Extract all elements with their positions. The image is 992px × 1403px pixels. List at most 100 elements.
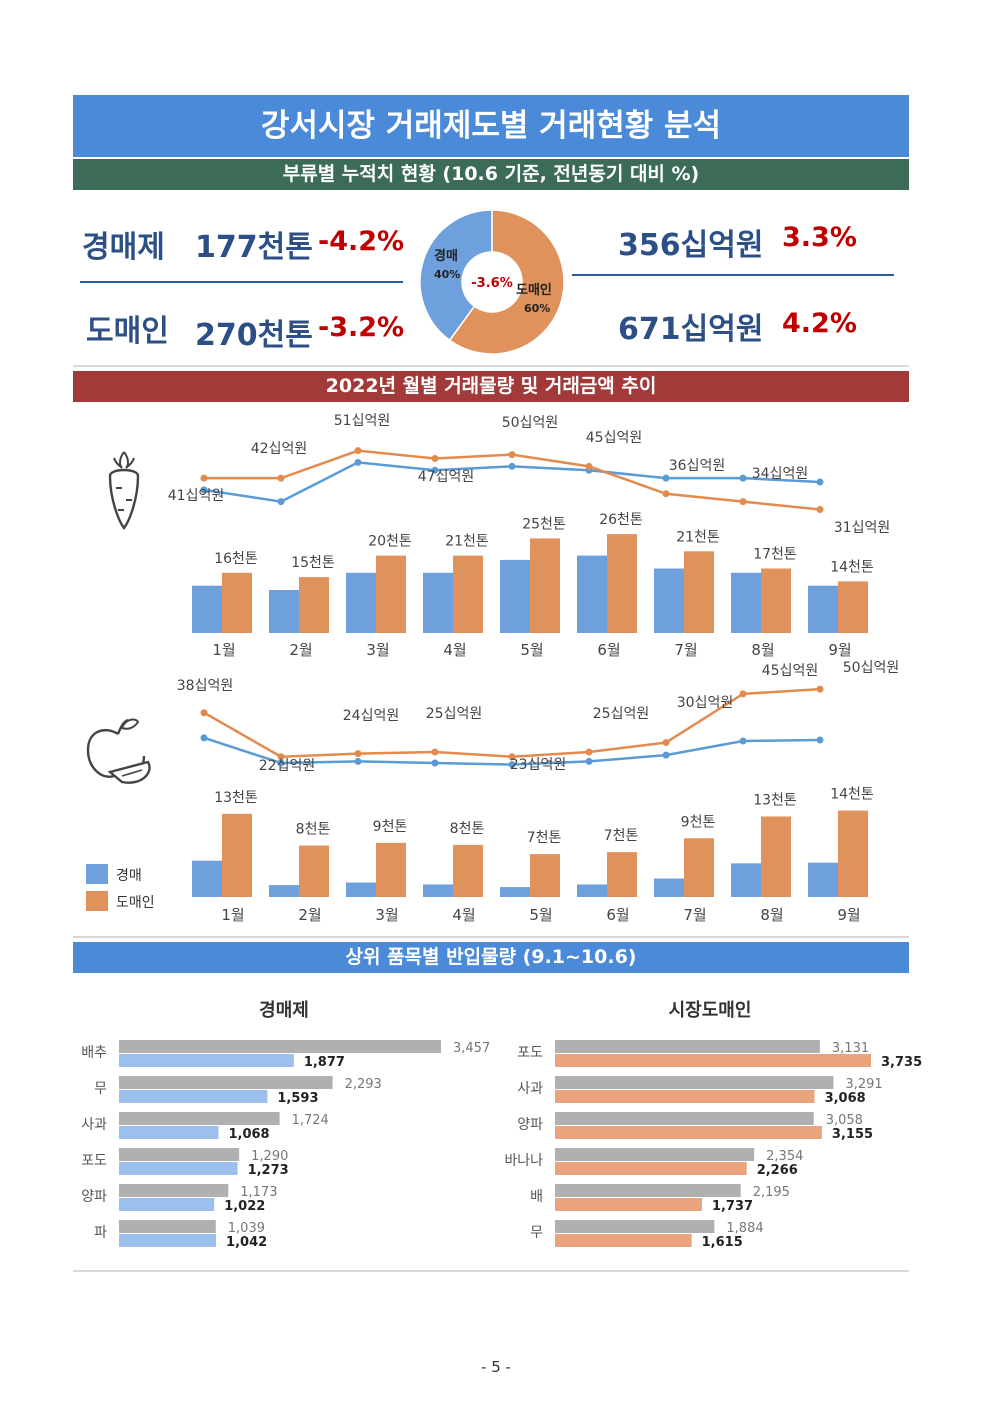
- veg-point-auction: [431, 466, 439, 474]
- donut-slice-auction: [420, 209, 493, 342]
- auction-items-item-label: 사과: [81, 1117, 107, 1133]
- wholesale-items-item-label: 사과: [517, 1081, 543, 1097]
- fruit-amount-label: 23십억원: [510, 757, 566, 773]
- wholesale-items-bar-color: [555, 1198, 702, 1211]
- wholesale-items-bar-gray: [555, 1076, 834, 1089]
- auction-amount-pct: 3.3%: [782, 222, 857, 253]
- veg-amount-label: 50십억원: [502, 415, 558, 431]
- veg-point-auction: [508, 462, 516, 470]
- top-items-chart: 배추 3,457 1,877 무 2,293 1,593 사과 1,724 1,068 포도 1,2…: [81, 1040, 922, 1250]
- fruit-bar-label: 13천톤: [214, 790, 258, 806]
- wholesale-items-color-value: 3,155: [832, 1127, 873, 1142]
- wholesale-label: 도매인: [86, 314, 169, 349]
- veg-month-label: 2월: [289, 641, 312, 659]
- fruit-month-label: 3월: [375, 906, 398, 924]
- fruit-amount-label: 30십억원: [677, 695, 733, 711]
- fruit-bar-auction: [577, 884, 607, 897]
- summary-divider-left: [80, 281, 403, 283]
- fruit-month-label: 4월: [452, 906, 475, 924]
- fruit-bar-label: 7천톤: [527, 830, 562, 846]
- veg-bar-wholesale: [684, 551, 714, 633]
- fruit-month-label: 1월: [221, 906, 244, 924]
- fruit-month-label: 2월: [298, 906, 321, 924]
- auction-items-item-label: 포도: [81, 1153, 107, 1169]
- fruit-bar-label: 7천톤: [604, 828, 639, 844]
- apple-icon: [86, 718, 151, 784]
- fruit-month-label: 9월: [837, 906, 860, 924]
- monthly-trend-chart: 16천톤 15천톤 20천톤 21천톤 25천톤 26천톤 21천톤 17천톤 14천톤 41십…: [168, 413, 899, 924]
- wholesale-items-bar-gray: [555, 1040, 820, 1053]
- page-title: 강서시장 거래제도별 거래현황 분석: [73, 95, 909, 157]
- veg-bar-label: 16천톤: [214, 551, 258, 567]
- fruit-bar-auction: [808, 862, 838, 897]
- auction-volume: 177천톤: [195, 230, 313, 265]
- veg-bar-auction: [654, 568, 684, 633]
- auction-items-item-label: 양파: [81, 1189, 107, 1205]
- veg-month-label: 3월: [366, 641, 389, 659]
- fruit-point-wholesale: [277, 753, 285, 761]
- veg-bar-wholesale: [222, 572, 252, 633]
- veg-bar-label: 25천톤: [522, 516, 566, 532]
- summary-subtitle: 부류별 누적치 현황 (10.6 기준, 전년동기 대비 %): [73, 159, 909, 190]
- auction-items-gray-value: 1,290: [251, 1149, 288, 1164]
- auction-items-gray-value: 1,724: [292, 1113, 329, 1128]
- wholesale-items-bar-color: [555, 1162, 747, 1175]
- wholesale-items-bar-color: [555, 1054, 871, 1067]
- fruit-bar-auction: [346, 882, 376, 897]
- wholesale-volume-pct: -3.2%: [318, 312, 405, 343]
- auction-items-item-label: 무: [94, 1081, 107, 1097]
- veg-bar-label: 21천톤: [676, 529, 720, 545]
- fruit-month-label: 6월: [606, 906, 629, 924]
- veg-month-label: 6월: [597, 641, 620, 659]
- veg-bar-auction: [808, 585, 838, 633]
- veg-bar-wholesale: [376, 555, 406, 633]
- legend-wholesale-label: 도매인: [116, 895, 155, 911]
- auction-items-bar-color: [119, 1090, 268, 1103]
- donut-center-pct: -3.6%: [471, 276, 512, 291]
- wholesale-items-gray-value: 2,354: [766, 1149, 803, 1164]
- veg-bar-auction: [423, 572, 453, 633]
- wholesale-items-gray-value: 3,131: [832, 1041, 869, 1056]
- wholesale-items-bar-gray: [555, 1220, 715, 1233]
- fruit-amount-label: 50십억원: [843, 660, 899, 676]
- veg-point-auction: [739, 474, 747, 482]
- fruit-bar-wholesale: [222, 813, 252, 897]
- fruit-point-auction: [508, 761, 516, 769]
- veg-bar-wholesale: [761, 568, 791, 633]
- veg-bar-wholesale: [607, 534, 637, 633]
- fruit-point-auction: [277, 759, 285, 767]
- veg-amount-label: 42십억원: [251, 441, 307, 457]
- wholesale-items-item-label: 무: [530, 1225, 543, 1241]
- auction-items-item-label: 파: [94, 1225, 107, 1241]
- wholesale-items-item-label: 포도: [517, 1045, 543, 1061]
- veg-amount-label: 47십억원: [418, 469, 474, 485]
- fruit-month-label: 8월: [760, 906, 783, 924]
- fruit-bar-auction: [423, 884, 453, 897]
- carrot-icon: [108, 451, 140, 531]
- fruit-point-wholesale: [508, 753, 516, 761]
- fruit-amount-label: 25십억원: [593, 706, 649, 722]
- fruit-point-auction: [354, 757, 362, 765]
- section-divider-3: [73, 1270, 909, 1272]
- auction-items-bar-gray: [119, 1040, 441, 1053]
- fruit-point-auction: [739, 737, 747, 745]
- fruit-point-wholesale: [354, 750, 362, 758]
- fruit-month-label: 5월: [529, 906, 552, 924]
- wholesale-items-bar-gray: [555, 1112, 814, 1125]
- fruit-bar-label: 9천톤: [681, 814, 716, 830]
- legend-auction-label: 경매: [116, 868, 142, 884]
- fruit-bar-auction: [731, 863, 761, 897]
- veg-point-wholesale: [354, 447, 362, 455]
- veg-bar-auction: [192, 585, 222, 633]
- veg-bar-label: 17천톤: [753, 547, 797, 563]
- fruit-month-label: 7월: [683, 906, 706, 924]
- auction-items-bar-color: [119, 1234, 217, 1247]
- veg-bar-label: 15천톤: [291, 555, 335, 571]
- veg-point-auction: [662, 474, 670, 482]
- wholesale-items-color-value: 1,615: [702, 1235, 743, 1250]
- fruit-bar-auction: [269, 885, 299, 897]
- auction-items-gray-value: 2,293: [345, 1077, 382, 1092]
- fruit-point-auction: [816, 736, 824, 744]
- fruit-amount-label: 22십억원: [259, 758, 315, 774]
- auction-items-bar-gray: [119, 1184, 229, 1197]
